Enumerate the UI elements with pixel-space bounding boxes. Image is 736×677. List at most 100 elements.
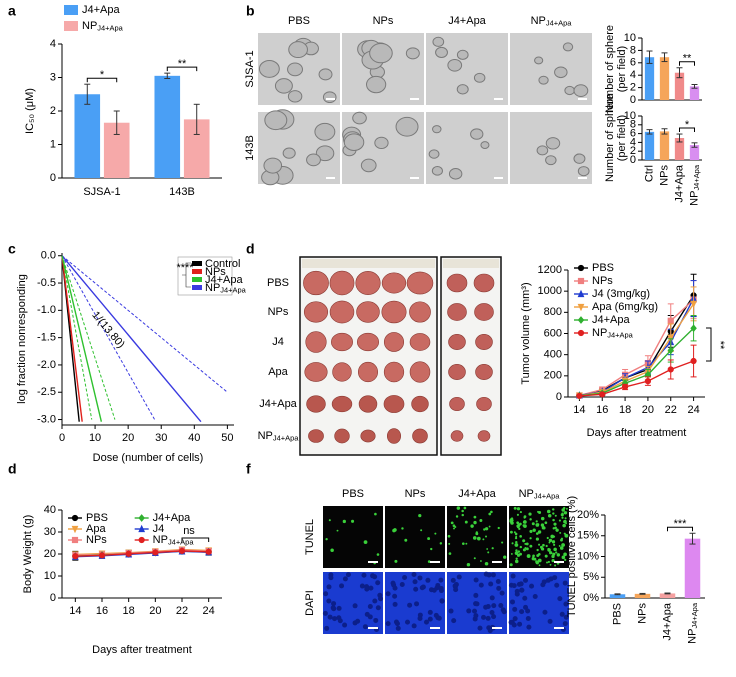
legend-label-sub: J4+Apa: [220, 286, 246, 295]
tumor: [406, 271, 434, 295]
tumor: [477, 430, 491, 442]
y-tick-label: 8: [630, 119, 636, 131]
cell: [554, 564, 557, 567]
tumor: [412, 428, 428, 444]
cell: [529, 583, 535, 589]
sphere: [564, 85, 575, 96]
cell: [553, 522, 557, 526]
cell: [518, 581, 524, 587]
bar: [74, 94, 101, 178]
legend-label: J4: [153, 523, 165, 535]
cell: [481, 614, 487, 620]
cell: [511, 542, 514, 545]
cell: [561, 555, 566, 560]
ruler: [302, 259, 435, 268]
sphere: [263, 157, 283, 174]
tumor: [381, 272, 407, 294]
panel-label: a: [8, 3, 16, 19]
bar: [154, 75, 181, 178]
cell: [547, 618, 553, 624]
row-label: 143B: [244, 135, 256, 161]
sphere: [447, 58, 463, 72]
cell: [328, 519, 331, 522]
cell: [535, 532, 539, 535]
cell: [385, 621, 391, 627]
annotation: **: [714, 341, 726, 350]
cell: [563, 614, 569, 620]
tumor: [305, 331, 327, 353]
bar: [674, 72, 685, 100]
bar: [644, 131, 655, 160]
y-tick-label: 20: [44, 548, 56, 560]
legend-box: [177, 256, 233, 296]
sphere: [480, 141, 490, 150]
cell: [551, 558, 555, 563]
legend-label-base: PBS: [592, 262, 614, 274]
significance-bracket: [679, 127, 695, 133]
cell: [474, 601, 480, 607]
cell: [517, 550, 521, 553]
x-tick-label: 50: [221, 432, 233, 444]
legend-label-base: J4+Apa: [592, 314, 630, 326]
cell: [562, 580, 568, 586]
cell: [535, 537, 539, 541]
cell: [328, 575, 334, 581]
cell: [516, 521, 520, 525]
line: [61, 255, 156, 420]
line: [579, 299, 695, 397]
fluorescence: [322, 572, 384, 634]
cell: [439, 542, 443, 545]
cell: [552, 552, 556, 556]
point: [577, 316, 585, 324]
y-tick-label: 2: [630, 82, 636, 94]
cell: [549, 551, 553, 555]
legend-label-base: J4+Apa: [153, 512, 191, 524]
sphere: [432, 125, 442, 134]
cell: [395, 625, 401, 631]
cell: [392, 601, 398, 607]
cell: [491, 614, 497, 620]
y-tick-label: 800: [544, 306, 562, 318]
sphere: [473, 72, 486, 83]
bar: [659, 131, 670, 160]
micrograph: [342, 33, 424, 105]
point: [138, 536, 145, 544]
column-label: NPJ4+Apa: [519, 488, 561, 501]
y-tick-label: 15%: [577, 530, 599, 542]
cell: [540, 582, 546, 588]
cell: [563, 511, 568, 515]
cell: [487, 628, 493, 634]
point: [667, 346, 675, 355]
x-tick-label: J4+Apa: [673, 164, 685, 202]
y-tick-label: 0: [630, 94, 636, 106]
cell: [542, 609, 548, 615]
y-axis-label: Number of sphere: [604, 25, 616, 113]
x-tick-label: 40: [188, 432, 200, 444]
cell: [548, 538, 553, 543]
cell: [491, 603, 497, 609]
cell: [528, 512, 532, 516]
cell: [327, 614, 333, 620]
cell: [513, 506, 517, 510]
tumor: [356, 301, 380, 323]
cell: [375, 605, 381, 611]
cell: [447, 534, 451, 538]
cell: [427, 560, 431, 563]
cell: [510, 599, 516, 605]
legend-label: J4+Apa: [592, 314, 630, 326]
cell: [523, 604, 529, 610]
line: [579, 303, 695, 397]
cell: [523, 577, 529, 583]
cell: [473, 592, 479, 598]
significance-bracket: [86, 77, 118, 83]
bar: [659, 593, 676, 598]
cell: [560, 538, 563, 542]
cell: [536, 548, 539, 552]
tumor: [303, 301, 329, 323]
cell: [424, 619, 430, 625]
tumor: [475, 334, 493, 350]
significance-bracket: [667, 526, 693, 532]
cell: [559, 531, 562, 534]
y-tick-label: 0: [630, 154, 636, 166]
